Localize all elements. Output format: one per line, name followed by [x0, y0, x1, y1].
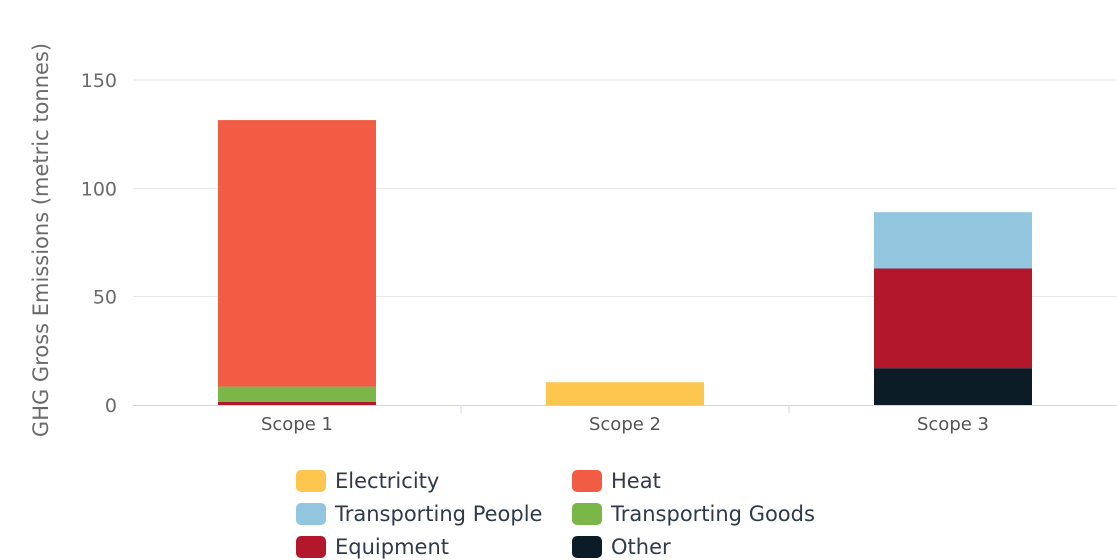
legend-label: Heat: [611, 469, 661, 493]
legend-item-equipment[interactable]: Equipment: [296, 534, 449, 560]
legend-swatch: [572, 536, 602, 558]
y-tick-label: 0: [105, 395, 117, 417]
x-tick-label: Scope 1: [261, 414, 333, 435]
legend-swatch: [296, 503, 326, 525]
bar-segment: [218, 120, 376, 387]
legend-label: Equipment: [335, 535, 449, 559]
y-tick-label: 150: [81, 70, 117, 92]
legend-swatch: [572, 503, 602, 525]
legend-item-electricity[interactable]: Electricity: [296, 468, 439, 494]
legend-item-transporting-people[interactable]: Transporting People: [296, 501, 542, 527]
legend-label: Electricity: [335, 469, 440, 493]
legend-swatch: [296, 470, 326, 492]
y-axis-ticks: 0 50 100 150: [81, 70, 117, 417]
legend-swatch: [296, 536, 326, 558]
bar-segment: [218, 401, 376, 405]
y-tick-label: 100: [81, 178, 117, 200]
bar-segment: [218, 386, 376, 402]
x-tick-label: Scope 2: [589, 414, 661, 435]
chart-plot: 0 50 100 150 Scope 1 Scope 2 Scope 3: [81, 70, 1117, 435]
y-axis-label-container: GHG Gross Emissions (metric tonnes): [29, 43, 53, 437]
bars: [218, 120, 1032, 405]
bar-segment: [874, 212, 1032, 269]
bar-segment: [874, 368, 1032, 405]
x-tick-label: Scope 3: [917, 414, 989, 435]
x-axis: Scope 1 Scope 2 Scope 3: [133, 405, 1117, 435]
legend-item-heat[interactable]: Heat: [572, 468, 661, 494]
bar-segment: [874, 268, 1032, 369]
bar-segment: [546, 382, 704, 405]
legend-label: Transporting People: [335, 502, 543, 526]
legend-label: Transporting Goods: [611, 502, 815, 526]
legend-item-other[interactable]: Other: [572, 534, 671, 560]
legend-item-transporting-goods[interactable]: Transporting Goods: [572, 501, 815, 527]
y-tick-label: 50: [93, 287, 117, 309]
legend-swatch: [572, 470, 602, 492]
y-axis-label: GHG Gross Emissions (metric tonnes): [29, 43, 53, 437]
legend-label: Other: [611, 535, 671, 559]
